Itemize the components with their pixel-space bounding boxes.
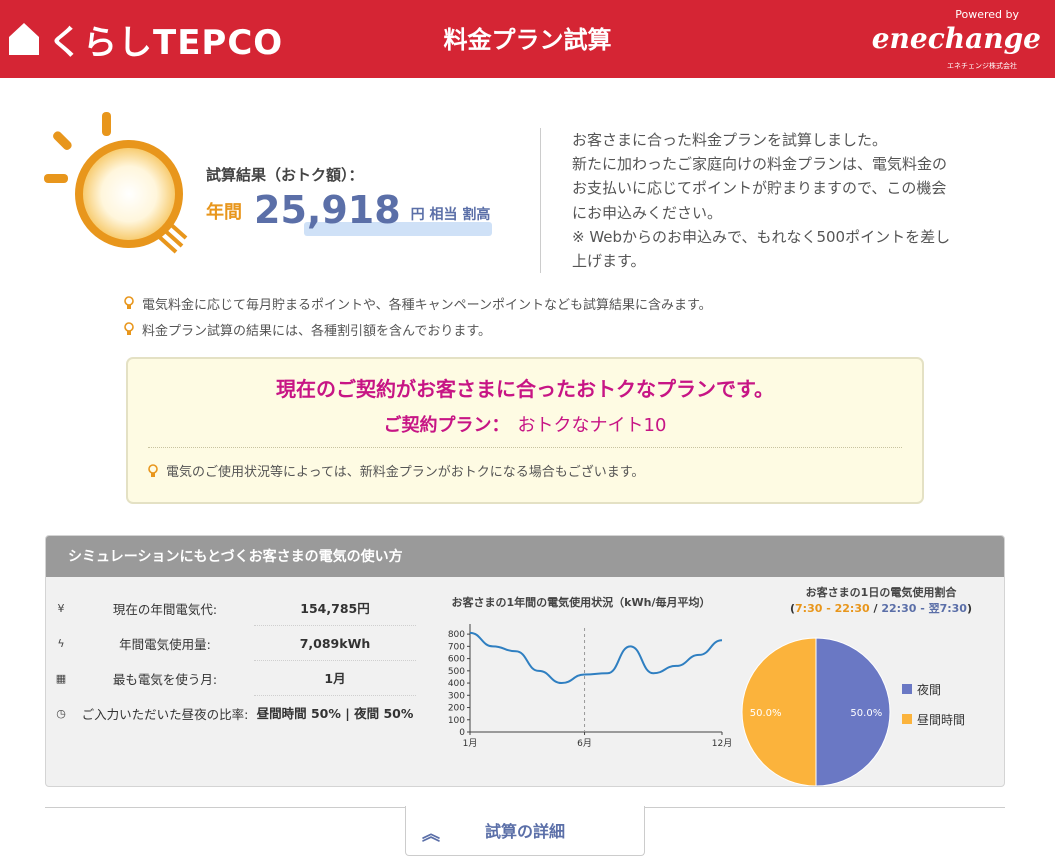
pie-slice-day <box>741 637 817 786</box>
note-item: 料金プラン試算の結果には、各種割引額を含んでおります。 <box>124 316 712 342</box>
clock-icon: ◷ <box>56 707 66 720</box>
enechange-company: エネチェンジ株式会社 <box>947 62 1017 70</box>
simulation-title: シミュレーションにもとづくお客さまの電気の使い方 <box>46 536 1004 577</box>
stat-row: ▦ 最も電気を使う月: 1月 <box>46 661 416 696</box>
current-plan: ご契約プラン： おトクなナイト10 <box>128 411 922 437</box>
monthly-usage-line-chart: 0 100 200 300 400 500 600 700 800 1月 6月 12月 <box>448 624 732 749</box>
chevron-up-icon: ︽ <box>422 824 440 845</box>
result-label: 試算結果（おトク額）： <box>206 166 364 184</box>
pie-chart-subtitle: (7:30 - 22:30 / 22:30 - 翌7:30) <box>790 602 972 615</box>
details-toggle-button[interactable]: ︽ 試算の詳細 <box>405 806 645 856</box>
details-label: 試算の詳細 <box>484 822 565 841</box>
legend-item: 夜間 <box>902 674 965 704</box>
pie-chart-title: お客さまの1日の電気使用割合 <box>805 586 957 599</box>
y-tick-label: 500 <box>448 667 465 677</box>
y-tick-label: 200 <box>448 704 465 714</box>
daily-usage-pie-chart: 50.0% 50.0% <box>741 637 891 786</box>
recommendation-headline: 現在のご契約がお客さまに合ったおトクなプランです。 <box>276 377 774 401</box>
plan-label: ご契約プラン： <box>383 415 510 436</box>
legend-swatch <box>902 684 912 694</box>
recommendation-box: 現在のご契約がお客さまに合ったおトクなプランです。 ご契約プラン： おトクなナイト… <box>126 357 924 504</box>
x-tick-label: 1月 <box>463 738 478 749</box>
bulb-icon <box>148 463 158 477</box>
period-label: 年間 <box>206 202 242 223</box>
app-header: くらしTEPCO 料金プラン試算 Powered by enechange エネ… <box>0 0 1055 78</box>
stat-row: ¥ 現在の年間電気代: 154,785円 <box>46 591 416 626</box>
pie-slice-label: 50.0% <box>750 708 782 719</box>
powered-by-label: Powered by <box>955 8 1019 21</box>
light-bulb-icon <box>44 112 188 254</box>
y-tick-label: 400 <box>448 679 465 689</box>
pie-slice-label: 50.0% <box>850 708 882 719</box>
intro-text: お客さまに合った料金プランを試算しました。 新たに加わったご家庭向けの料金プラン… <box>572 131 951 271</box>
stat-row: ◷ ご入力いただいた昼夜の比率: 昼間時間 50% | 夜間 50% <box>46 696 416 731</box>
line-chart-title: お客さまの1年間の電気使用状況（kWh/毎月平均） <box>451 596 711 609</box>
x-tick-label: 12月 <box>712 738 732 749</box>
savings-amount: 25,918 <box>254 188 401 232</box>
y-tick-label: 700 <box>448 642 465 652</box>
bulb-icon <box>124 296 134 309</box>
yen-icon: ¥ <box>57 602 65 615</box>
note-item: 電気料金に応じて毎月貯まるポイントや、各種キャンペーンポイントなども試算結果に含… <box>124 290 712 316</box>
stat-row: ϟ 年間電気使用量: 7,089kWh <box>46 626 416 661</box>
result-amount-line: 年間 25,918 円 相当 割高 <box>206 186 493 236</box>
y-tick-label: 0 <box>459 728 465 738</box>
kurashi-tepco-logo[interactable]: くらしTEPCO <box>8 18 283 63</box>
bolt-icon: ϟ <box>57 637 65 650</box>
house-icon <box>9 23 39 55</box>
usage-series-line <box>469 631 723 685</box>
x-tick-label: 6月 <box>577 738 592 749</box>
bulb-icon <box>124 322 134 335</box>
legend-swatch <box>902 714 912 724</box>
legend-label: 昼間時間 <box>917 712 966 727</box>
simulation-panel: シミュレーションにもとづくお客さまの電気の使い方 ¥ 現在の年間電気代: 154… <box>45 535 1005 787</box>
y-tick-label: 100 <box>448 716 465 726</box>
divider <box>540 128 541 273</box>
legend-item: 昼間時間 <box>902 704 965 734</box>
recommendation-note: 電気のご使用状況等によっては、新料金プランがおトクになる場合もございます。 <box>148 461 644 480</box>
plan-name: おトクなナイト10 <box>517 415 667 436</box>
pie-slice-night <box>815 637 891 786</box>
y-tick-label: 800 <box>448 630 465 640</box>
legend-label: 夜間 <box>917 682 942 697</box>
page-title: 料金プラン試算 <box>443 26 612 54</box>
pie-legend: 夜間 昼間時間 <box>902 674 965 734</box>
notes-list: 電気料金に応じて毎月貯まるポイントや、各種キャンペーンポイントなども試算結果に含… <box>124 290 712 342</box>
logo-text: くらしTEPCO <box>48 22 284 63</box>
y-tick-label: 600 <box>448 655 465 665</box>
enechange-logo: enechange <box>871 22 1041 55</box>
calendar-icon: ▦ <box>55 672 67 685</box>
amount-unit: 円 相当 割高 <box>410 207 491 223</box>
usage-stats: ¥ 現在の年間電気代: 154,785円 ϟ 年間電気使用量: 7,089kWh… <box>46 591 416 731</box>
y-tick-label: 300 <box>448 691 465 701</box>
